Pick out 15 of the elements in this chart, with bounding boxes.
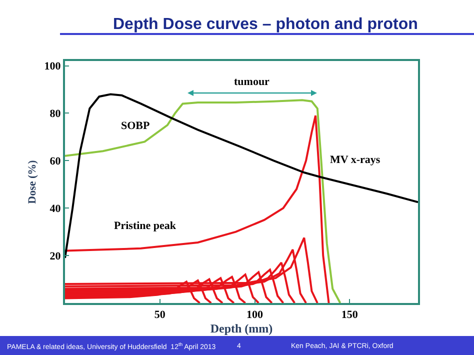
y-axis-title: Dose (%): [26, 160, 38, 204]
y-tick-label: 80: [50, 108, 62, 120]
y-tick-label: 40: [50, 202, 62, 215]
y-tick-label: 20: [50, 250, 62, 262]
chart-title: Depth Dose curves – photon and proton: [113, 16, 418, 33]
y-tick-label: 60: [50, 156, 62, 168]
annotation: MV x-rays: [330, 154, 381, 166]
y-tick-label: 100: [44, 60, 62, 73]
x-tick-label: 150: [341, 309, 358, 322]
x-tick-label: 50: [154, 309, 166, 322]
annotation: SOBP: [121, 120, 150, 132]
x-axis-title: Depth (mm): [210, 322, 273, 336]
annotation: Pristine peak: [114, 220, 177, 232]
x-tick-label: 100: [246, 309, 264, 322]
annotation: tumour: [234, 76, 270, 88]
